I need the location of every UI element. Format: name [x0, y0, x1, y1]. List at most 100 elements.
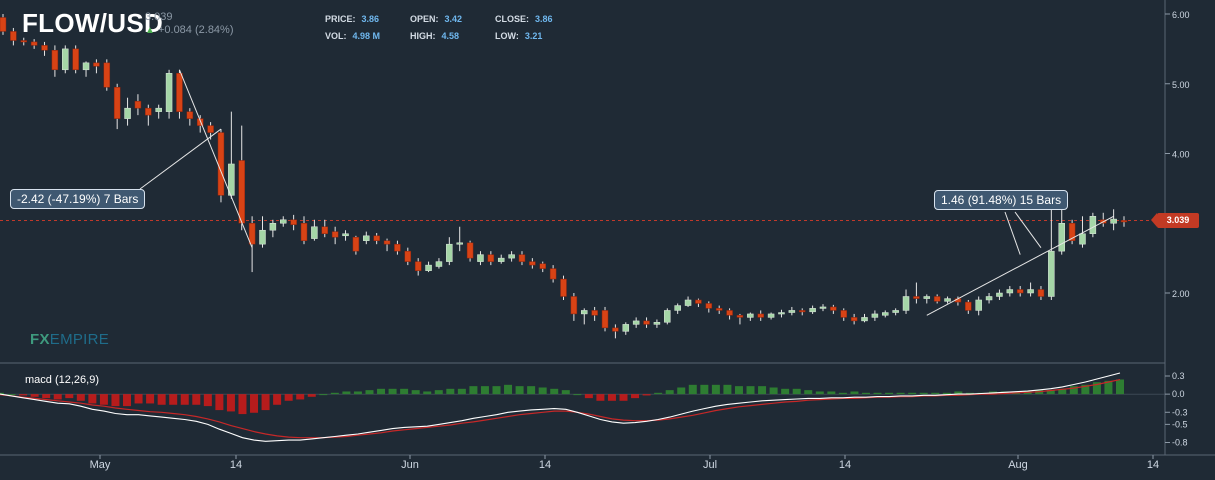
macd-histogram-bar [123, 394, 132, 407]
candle-body [778, 312, 785, 315]
candle-body [259, 229, 266, 245]
y-tick-label: 5.00 [1172, 80, 1190, 90]
candle-down [20, 37, 28, 46]
candle-body [51, 50, 59, 71]
x-tick-label: May [90, 459, 111, 471]
candle-down [933, 294, 941, 304]
candle-up [155, 104, 162, 119]
candle-body [715, 308, 723, 311]
candle-up [985, 293, 993, 304]
candle-body [747, 313, 754, 318]
macd-histogram-bar [76, 394, 85, 401]
macd-histogram-bar [226, 394, 235, 412]
macd-tick-label: -0.3 [1172, 407, 1188, 417]
macd-histogram-bar [146, 394, 155, 404]
macd-tick-label: -0.8 [1172, 438, 1188, 448]
logo-fx: FX [30, 331, 50, 348]
candle-body [331, 231, 339, 238]
macd-histogram-bar [273, 394, 282, 405]
candle-up [861, 313, 868, 323]
candle-body [985, 296, 993, 301]
candle-up [871, 310, 879, 321]
candle-down [560, 275, 567, 300]
candle-body [196, 118, 204, 126]
macd-histogram-bar [700, 384, 709, 395]
current-price-tag: 3.039 [1151, 213, 1199, 228]
candle-up [435, 258, 443, 269]
macd-histogram-bar [619, 394, 628, 401]
macd-histogram-bar [1092, 382, 1101, 395]
candle-up [280, 216, 287, 227]
candle-body [1006, 289, 1014, 294]
candle-body [674, 305, 681, 311]
candle-up [1058, 209, 1065, 255]
macd-histogram-bar [88, 394, 97, 404]
x-tick-label: 14 [539, 459, 551, 471]
candle-up [342, 230, 349, 241]
candle-body [1110, 218, 1117, 224]
candle-down [373, 233, 380, 245]
macd-histogram-bar [388, 388, 397, 395]
macd-histogram-bar [896, 392, 905, 395]
candle-body [767, 313, 775, 318]
candle-down [414, 258, 422, 276]
candle-up [892, 308, 899, 316]
macd-histogram-bar [885, 392, 894, 395]
candle-down [705, 301, 713, 313]
macd-histogram-bar [919, 392, 928, 395]
candle-body [539, 263, 546, 269]
candle-body [228, 163, 235, 196]
macd-histogram-bar [1116, 379, 1124, 395]
macd-histogram-bar [0, 392, 4, 395]
candle-body [124, 107, 131, 119]
candle-body [643, 320, 650, 325]
candle-body [612, 327, 619, 332]
candle-body [134, 100, 142, 109]
macd-histogram-bar [1104, 380, 1113, 395]
macd-histogram-bar [654, 392, 663, 395]
macd-histogram-bar [319, 394, 328, 396]
candle-up [477, 251, 484, 266]
candle-body [280, 219, 287, 224]
candle-body [757, 313, 764, 318]
macd-histogram-bar [584, 394, 593, 399]
macd-histogram-bar [296, 394, 305, 400]
candle-body [248, 223, 256, 245]
candle-up [622, 322, 630, 335]
candle-up [165, 69, 173, 119]
candle-down [41, 41, 48, 56]
candle-down [643, 317, 650, 328]
candle-body [809, 308, 816, 313]
macd-histogram-bar [377, 388, 386, 395]
candle-body [207, 125, 214, 133]
candle-down [300, 216, 308, 245]
macd-histogram-bar [469, 386, 478, 395]
macd-histogram-bar [550, 388, 559, 395]
candle-body [882, 312, 889, 316]
candle-body [30, 41, 38, 46]
candle-up [1027, 282, 1034, 297]
candle-up [767, 312, 775, 320]
candle-down [570, 293, 578, 321]
macd-histogram-bar [169, 394, 178, 405]
candle-body [0, 17, 7, 32]
candle-up [975, 296, 982, 316]
macd-histogram-bar [250, 394, 259, 413]
candle-body [404, 250, 412, 262]
candle-body [819, 306, 827, 309]
annotation-rise[interactable]: 1.46 (91.48%) 15 Bars [934, 190, 1069, 210]
macd-histogram-bar [607, 394, 616, 401]
macd-histogram-bar [688, 384, 697, 395]
macd-histogram-bar [480, 386, 489, 395]
candle-up [497, 254, 505, 264]
annotation-drop[interactable]: -2.42 (-47.19%) 7 Bars [10, 189, 146, 209]
callout-line-rise-b [1014, 211, 1042, 248]
candle-down [965, 299, 972, 314]
candle-down [1016, 286, 1024, 297]
candle-up [809, 305, 816, 314]
candle-body [913, 296, 920, 299]
macd-histogram-bar [411, 390, 420, 395]
candle-up [259, 216, 266, 248]
macd-histogram-bar [457, 388, 466, 395]
